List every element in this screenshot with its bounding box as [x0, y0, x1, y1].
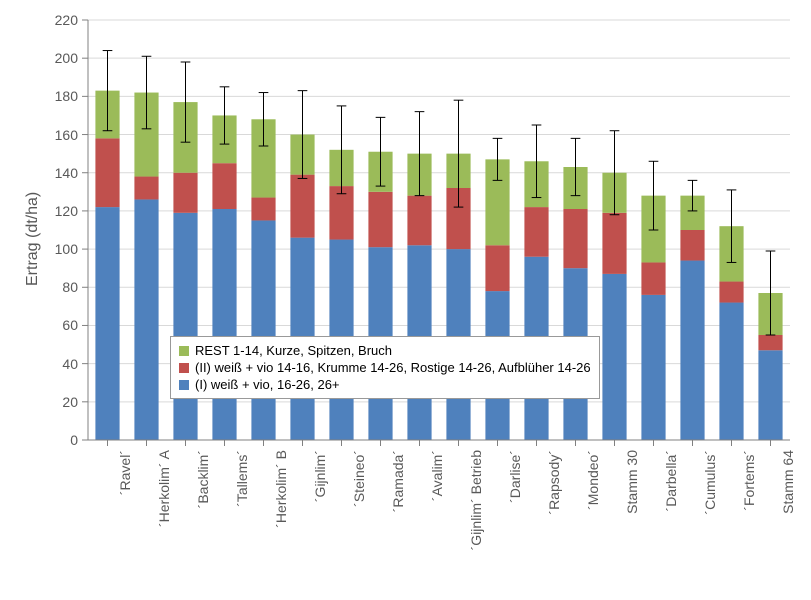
legend-label: (I) weiß + vio, 16-26, 26+	[195, 377, 340, 392]
legend-item: (II) weiß + vio 14-16, Krumme 14-26, Ros…	[179, 360, 591, 375]
y-tick-label: 60	[0, 317, 78, 333]
legend-swatch	[179, 363, 189, 373]
yield-stacked-bar-chart: Ertrag (dt/ha) 0204060801001201401601802…	[0, 0, 811, 599]
x-tick-label: ´Mondeo´	[585, 450, 601, 600]
legend-label: REST 1-14, Kurze, Spitzen, Bruch	[195, 343, 392, 358]
x-tick-label: ´Darbella´	[663, 450, 679, 600]
x-tick-label: Stamm 30	[624, 450, 640, 600]
y-tick-label: 40	[0, 356, 78, 372]
y-tick-label: 140	[0, 165, 78, 181]
y-tick-label: 220	[0, 12, 78, 28]
x-tick-label: ´Cumulus´	[702, 450, 718, 600]
x-tick-label: ´Avalim´	[429, 450, 445, 600]
legend-item: REST 1-14, Kurze, Spitzen, Bruch	[179, 343, 591, 358]
x-tick-label: Stamm 64	[780, 450, 796, 600]
y-tick-label: 0	[0, 432, 78, 448]
x-tick-label: ´Ravel´	[117, 450, 133, 600]
x-tick-label: ´Fortems´	[741, 450, 757, 600]
x-tick-label: ´Darlise´	[507, 450, 523, 600]
x-tick-label: ´Steineo´	[351, 450, 367, 600]
y-tick-label: 120	[0, 203, 78, 219]
x-tick-label: ´Backlim´	[195, 450, 211, 600]
y-tick-label: 100	[0, 241, 78, 257]
y-tick-label: 180	[0, 88, 78, 104]
x-tick-label: ´Rapsody´	[546, 450, 562, 600]
legend-label: (II) weiß + vio 14-16, Krumme 14-26, Ros…	[195, 360, 591, 375]
y-tick-label: 80	[0, 279, 78, 295]
x-tick-label: ´Tallems´	[234, 450, 250, 600]
x-tick-label: ´Herkolim´ A	[156, 450, 172, 600]
x-tick-label: ´Gijnlim´	[312, 450, 328, 600]
x-tick-label: ´Ramada´	[390, 450, 406, 600]
legend-swatch	[179, 346, 189, 356]
y-tick-label: 160	[0, 127, 78, 143]
x-tick-label: ´Gijnlim´ Betrieb	[468, 450, 484, 600]
legend-item: (I) weiß + vio, 16-26, 26+	[179, 377, 591, 392]
legend: REST 1-14, Kurze, Spitzen, Bruch (II) wei…	[170, 336, 600, 399]
legend-swatch	[179, 380, 189, 390]
y-tick-label: 200	[0, 50, 78, 66]
y-tick-label: 20	[0, 394, 78, 410]
x-tick-label: ´Herkolim´ B	[273, 450, 289, 600]
